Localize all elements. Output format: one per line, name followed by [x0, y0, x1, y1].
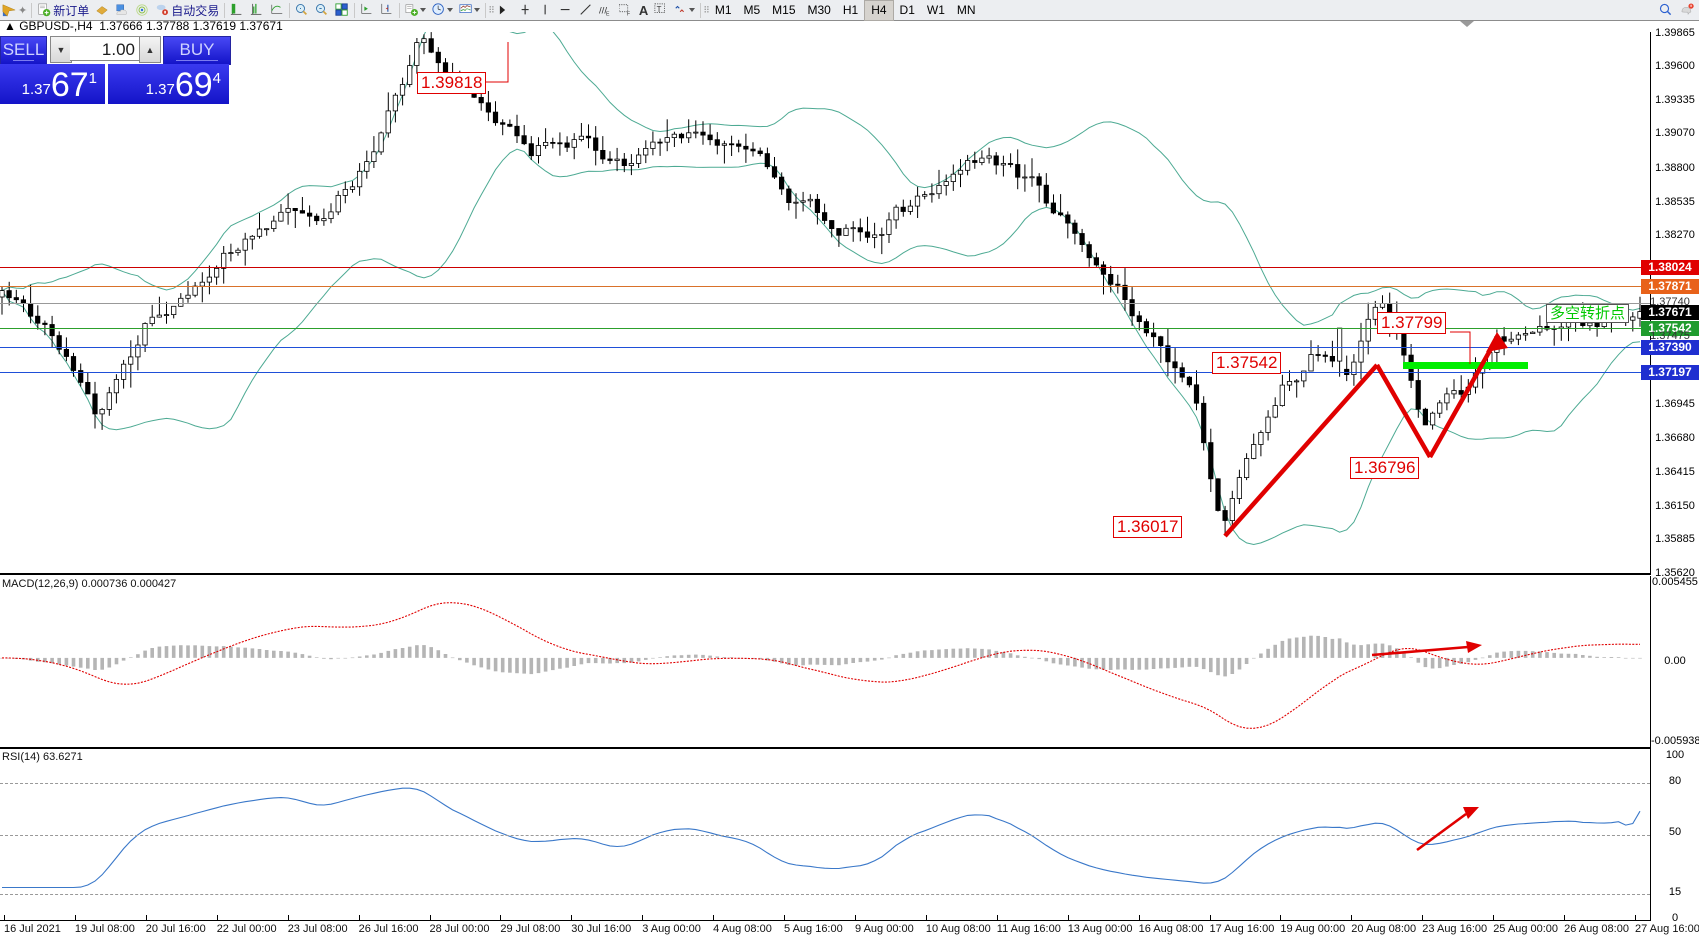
svg-text:E: E [606, 11, 610, 17]
svg-text:F: F [627, 11, 630, 17]
svg-text:T: T [657, 5, 662, 14]
